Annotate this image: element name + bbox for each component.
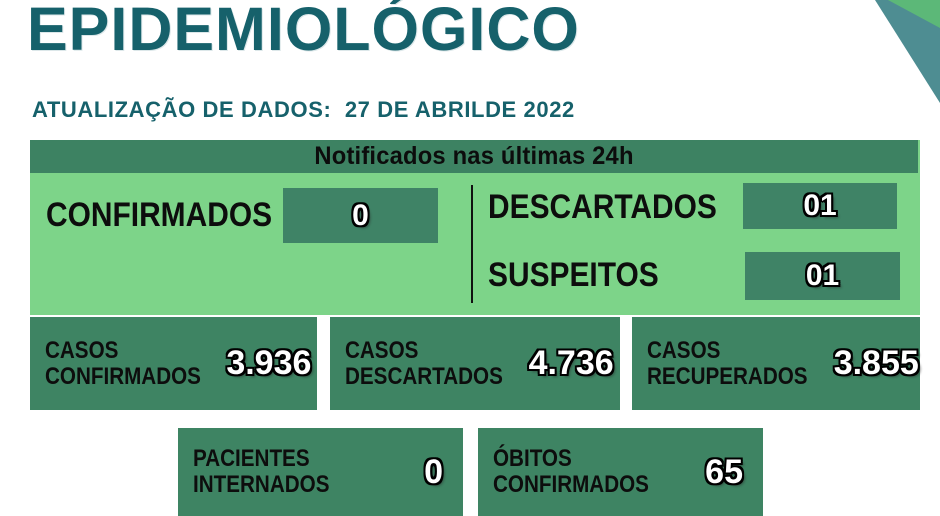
suspeitos-value: 01 <box>805 259 840 292</box>
casos-confirmados-value: 3.936 <box>226 344 312 382</box>
descartados-value-box: 01 <box>743 183 897 229</box>
bulletin-title: EPIDEMIOLÓGICO <box>27 0 580 63</box>
casos-descartados-card: CASOS DESCARTADOS 4.736 <box>330 317 620 410</box>
pacientes-internados-label: PACIENTES INTERNADOS <box>193 445 330 498</box>
casos-confirmados-label: CASOS CONFIRMADOS <box>45 336 201 390</box>
last-24h-panel-title: Notificados nas últimas 24h <box>314 142 634 170</box>
casos-recuperados-value: 3.855 <box>833 344 919 382</box>
green-triangle <box>888 0 940 28</box>
obitos-confirmados-value: 65 <box>705 452 743 491</box>
last-24h-panel-header: Notificados nas últimas 24h <box>30 140 918 173</box>
casos-descartados-label: CASOS DESCARTADOS <box>345 336 503 390</box>
corner-triangles-decoration <box>875 0 940 103</box>
obitos-confirmados-card: ÓBITOS CONFIRMADOS 65 <box>478 428 763 516</box>
suspeitos-label: SUSPEITOS <box>488 256 659 294</box>
teal-triangle <box>875 0 940 103</box>
confirmados-value-box: 0 <box>283 188 438 243</box>
descartados-label: DESCARTADOS <box>488 188 717 226</box>
casos-confirmados-card: CASOS CONFIRMADOS 3.936 <box>30 317 317 410</box>
confirmados-value: 0 <box>352 198 369 232</box>
pacientes-internados-value: 0 <box>424 452 443 491</box>
data-update-line: ATUALIZAÇÃO DE DADOS: 27 DE ABRILDE 2022 <box>32 97 575 122</box>
confirmados-label: CONFIRMADOS <box>46 196 273 234</box>
last-24h-panel: Notificados nas últimas 24h CONFIRMADOS … <box>30 140 920 315</box>
descartados-value: 01 <box>803 189 837 222</box>
obitos-confirmados-label: ÓBITOS CONFIRMADOS <box>493 445 649 498</box>
vertical-divider <box>471 185 473 303</box>
casos-recuperados-card: CASOS RECUPERADOS 3.855 <box>632 317 920 410</box>
casos-recuperados-label: CASOS RECUPERADOS <box>647 336 808 390</box>
suspeitos-value-box: 01 <box>745 252 900 300</box>
casos-descartados-value: 4.736 <box>528 344 614 382</box>
bulletin-title-line1-cutoff: BOLETIM <box>30 0 311 4</box>
pacientes-internados-card: PACIENTES INTERNADOS 0 <box>178 428 463 516</box>
